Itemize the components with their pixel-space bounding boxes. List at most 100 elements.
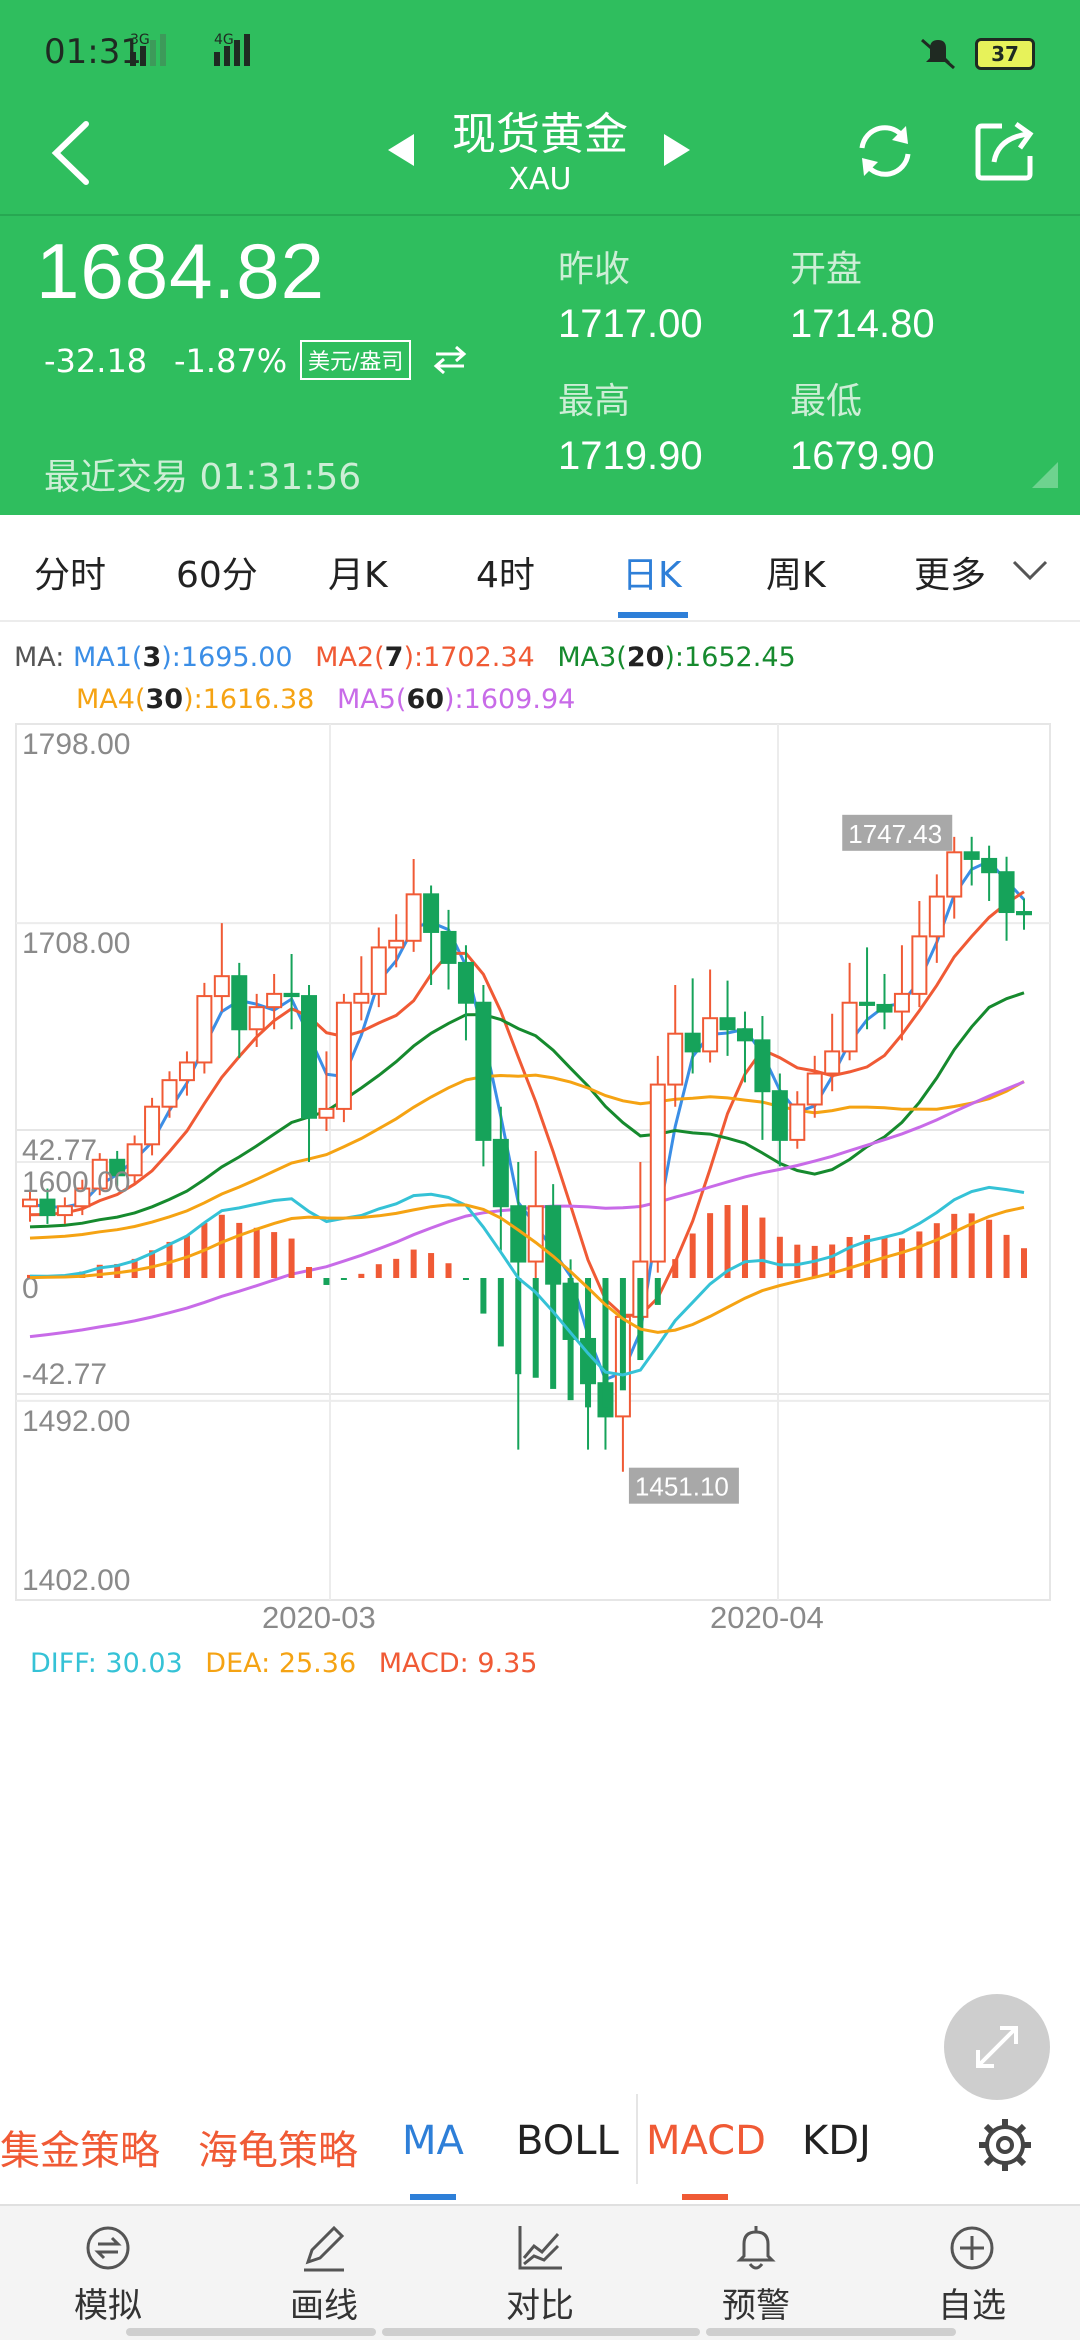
candle-body (248, 1006, 265, 1031)
prev-close-value: 1717.00 (558, 302, 703, 346)
candle (213, 923, 230, 1012)
macd-bar (864, 1234, 871, 1278)
macd-bar (532, 1278, 539, 1378)
tab-kdj[interactable]: KDJ (802, 2118, 871, 2164)
tab-fenshi[interactable]: 分时 (34, 555, 107, 596)
price-change: -32.18 (44, 342, 148, 380)
nav-watchlist[interactable]: 自选 (902, 2222, 1042, 2327)
macd-bar (672, 1259, 679, 1278)
candle-body (736, 1028, 753, 1042)
ma-legend-row1: MA: MA1(3):1695.00 MA2(7):1702.34 MA3(20… (14, 642, 796, 673)
candle-body (213, 975, 230, 998)
refresh-icon[interactable] (852, 118, 918, 184)
y-tick-label: 1798.00 (22, 728, 130, 761)
candle-body (457, 961, 474, 1004)
max-price-box (842, 814, 953, 851)
macd-bar (602, 1278, 609, 1408)
candle-body (771, 1090, 788, 1141)
tab-60min[interactable]: 60分 (176, 555, 258, 596)
macd-bar (1021, 1248, 1027, 1278)
status-time: 01:31 (44, 32, 142, 72)
strategy-haigui[interactable]: 海龟策略 (198, 2128, 358, 2174)
high-label: 最高 (558, 381, 631, 422)
share-icon[interactable] (972, 118, 1038, 184)
tab-4h[interactable]: 4时 (476, 555, 535, 596)
macd-bar (166, 1241, 173, 1278)
macd-bar (916, 1231, 923, 1278)
ma4-line (29, 1073, 1025, 1240)
candle (109, 1150, 126, 1187)
next-instrument-button[interactable] (664, 134, 690, 166)
tab-more[interactable]: 更多 (914, 555, 987, 596)
macd-bar (515, 1278, 522, 1375)
candle (963, 836, 980, 886)
indicator-separator (636, 2094, 638, 2184)
candle-body (981, 857, 998, 874)
min-price-text: 1451.10 (635, 1472, 729, 1502)
macd-frame (15, 1129, 1051, 1395)
bottom-nav (0, 2204, 1080, 2340)
macd-bar (550, 1278, 557, 1389)
low-value: 1679.90 (790, 434, 935, 478)
macd-bar (829, 1244, 836, 1278)
tab-monthly[interactable]: 月K (328, 555, 388, 596)
candle (824, 1013, 841, 1092)
candle (74, 1179, 91, 1216)
ma1-legend: MA1(3):1695.00 (72, 642, 293, 673)
tab-macd[interactable]: MACD (646, 2118, 766, 2164)
fullscreen-button[interactable] (944, 1994, 1050, 2100)
candle (126, 1135, 143, 1185)
candle-body (684, 1032, 701, 1053)
candle-body (702, 1017, 719, 1053)
swap-icon[interactable] (432, 344, 468, 376)
y-tick-label: 1402.00 (22, 1564, 130, 1597)
candle-body (475, 1001, 492, 1141)
macd-bar (462, 1278, 469, 1280)
macd-bar (497, 1278, 504, 1347)
nav-simulate[interactable]: 模拟 (38, 2222, 178, 2327)
candle-body (859, 1001, 876, 1006)
candle-body (841, 1001, 858, 1053)
chevron-down-icon[interactable] (1010, 556, 1050, 586)
tab-daily[interactable]: 日K (622, 555, 682, 596)
macd-bar (986, 1219, 993, 1278)
home-indicator-seg2 (382, 2328, 700, 2336)
macd-bar (951, 1213, 958, 1278)
expand-corner-icon[interactable] (1032, 462, 1058, 488)
last-trade-time: 01:31:56 (199, 457, 362, 498)
gear-icon[interactable] (976, 2116, 1034, 2174)
tab-weekly[interactable]: 周K (766, 555, 826, 596)
candle (318, 1051, 335, 1132)
candle (754, 1016, 771, 1140)
svg-text:3G: 3G (130, 32, 150, 48)
macd-bar (689, 1233, 696, 1278)
unit-toggle[interactable]: 美元/盎司 (300, 340, 412, 380)
strategy-jijin[interactable]: 集金策略 (0, 2128, 160, 2174)
tab-ma[interactable]: MA (402, 2118, 464, 2164)
dea-legend: DEA: 25.36 (205, 1648, 357, 1679)
nav-alert[interactable]: 预警 (686, 2222, 826, 2327)
candle (946, 836, 963, 919)
candle (370, 927, 387, 1008)
prev-instrument-button[interactable] (388, 134, 414, 166)
back-arrow-icon[interactable] (46, 118, 96, 188)
y-tick-label: 1492.00 (22, 1405, 130, 1438)
candle (806, 1055, 823, 1118)
ma-prefix: MA: (14, 642, 65, 673)
macd-bar (340, 1278, 347, 1280)
candle (1016, 898, 1032, 930)
kline-chart[interactable]: 1798.00 1708.00 1600.00 1492.00 1402.00 2020-… (0, 700, 1080, 2090)
nav-draw[interactable]: 画线 (254, 2222, 394, 2327)
ma3-line (29, 991, 1025, 1229)
nav-compare[interactable]: 对比 (470, 2222, 610, 2327)
candle-body (946, 851, 963, 898)
candle (56, 1197, 73, 1224)
macd-tick-label: 0 (22, 1272, 39, 1305)
candles (22, 836, 1032, 1472)
chart-grid (15, 723, 1051, 1601)
macd-bar (96, 1264, 103, 1278)
macd-tick-label: -42.77 (22, 1358, 107, 1391)
tab-boll[interactable]: BOLL (516, 2118, 619, 2164)
macd-bar (236, 1222, 243, 1278)
ma2-line (29, 890, 1025, 1317)
